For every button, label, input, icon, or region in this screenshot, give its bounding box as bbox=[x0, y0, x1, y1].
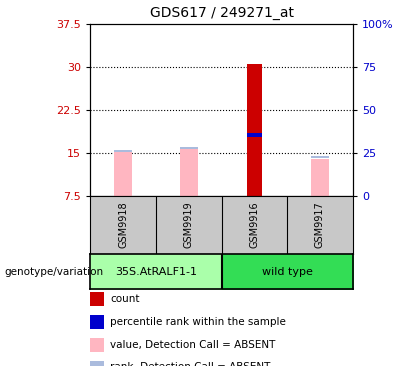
Text: GSM9918: GSM9918 bbox=[118, 202, 128, 249]
Text: GSM9919: GSM9919 bbox=[184, 202, 194, 249]
Bar bbox=[114, 150, 132, 152]
Text: percentile rank within the sample: percentile rank within the sample bbox=[110, 317, 286, 327]
Text: count: count bbox=[110, 294, 140, 305]
Text: GSM9916: GSM9916 bbox=[249, 202, 260, 249]
Bar bbox=[114, 152, 132, 196]
Bar bbox=[247, 64, 262, 196]
Text: GSM9917: GSM9917 bbox=[315, 202, 325, 249]
Bar bbox=[247, 134, 262, 137]
Text: rank, Detection Call = ABSENT: rank, Detection Call = ABSENT bbox=[110, 362, 271, 366]
Text: wild type: wild type bbox=[262, 267, 312, 277]
Text: genotype/variation: genotype/variation bbox=[4, 267, 103, 277]
Bar bbox=[180, 149, 198, 196]
Text: value, Detection Call = ABSENT: value, Detection Call = ABSENT bbox=[110, 340, 276, 350]
Bar bbox=[311, 156, 329, 158]
Title: GDS617 / 249271_at: GDS617 / 249271_at bbox=[150, 6, 294, 20]
Bar bbox=[311, 158, 329, 196]
Text: 35S.AtRALF1-1: 35S.AtRALF1-1 bbox=[115, 267, 197, 277]
Bar bbox=[180, 147, 198, 149]
